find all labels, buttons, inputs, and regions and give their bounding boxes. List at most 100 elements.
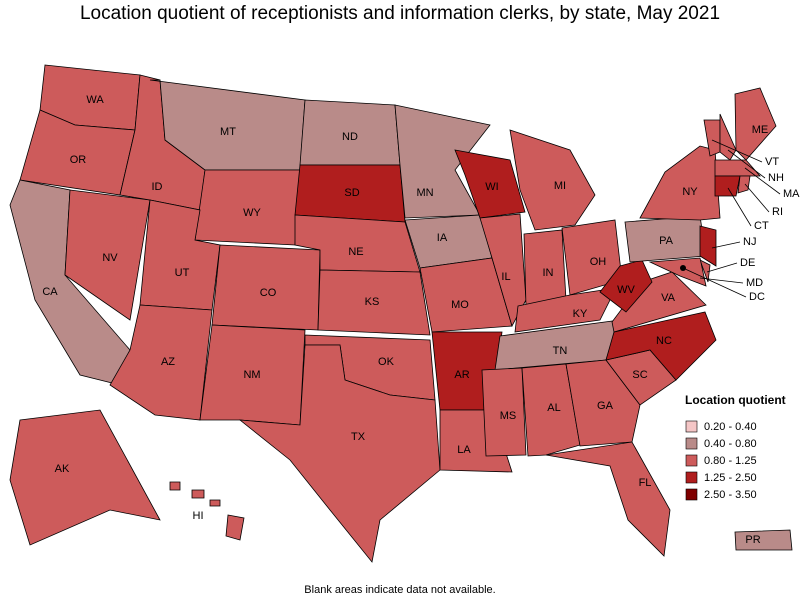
state-label: CA <box>42 286 58 298</box>
state-region <box>191 489 205 499</box>
state-label: MN <box>416 187 433 199</box>
state-label: ME <box>752 124 769 136</box>
state-label: NH <box>768 172 784 184</box>
state-label: WV <box>617 284 635 296</box>
state-region <box>648 257 707 287</box>
state-region <box>514 287 617 333</box>
state-region <box>737 175 751 194</box>
state-label: OR <box>70 154 87 166</box>
state-label: WA <box>86 94 104 106</box>
state-label: AZ <box>161 356 175 368</box>
state-label: AR <box>454 369 469 381</box>
state-label: MA <box>783 188 800 200</box>
state-label: SD <box>344 187 359 199</box>
state-label: MT <box>220 126 236 138</box>
state-region <box>719 113 737 161</box>
state-label: RI <box>772 206 783 218</box>
state-region <box>169 481 181 491</box>
legend-swatch <box>685 420 698 433</box>
state-label: MD <box>746 277 763 289</box>
state-label: NC <box>656 335 672 347</box>
state-label: UT <box>175 267 190 279</box>
state-region <box>509 129 596 231</box>
state-region <box>545 441 671 557</box>
state-label: MS <box>500 410 517 422</box>
state-region <box>639 145 721 221</box>
labels: WA OR CA NV ID MT WY UT AZ CO NM ND SD NE KS OK TX MN IA MO… <box>42 94 800 546</box>
state-label: TX <box>351 431 366 443</box>
state-region <box>521 363 581 457</box>
leader-line <box>711 241 741 249</box>
state-label: WI <box>485 181 498 193</box>
state-label: MO <box>451 299 469 311</box>
state-label: AL <box>547 402 560 414</box>
state-label: NE <box>348 246 363 258</box>
legend-label: 0.80 - 1.25 <box>704 455 757 467</box>
state-region <box>109 304 213 421</box>
state-label: IA <box>437 232 448 244</box>
state-label: LA <box>457 444 471 456</box>
state-label: PA <box>659 235 674 247</box>
state-label: VT <box>765 156 779 168</box>
state-label: VA <box>661 292 676 304</box>
state-label: CT <box>754 220 769 232</box>
state-region <box>599 259 653 313</box>
leader-line <box>744 167 781 195</box>
state-label: DC <box>749 291 765 303</box>
state-region <box>605 311 717 381</box>
note: Blank areas indicate data not available. <box>304 584 495 596</box>
state-label: FL <box>639 477 652 489</box>
state-region <box>565 359 641 447</box>
states <box>9 64 793 563</box>
legend-swatch <box>685 454 698 467</box>
state-region <box>64 189 151 321</box>
state-label: PR <box>745 534 760 546</box>
state-label: IL <box>501 271 510 283</box>
state-label: GA <box>597 400 614 412</box>
leader-line <box>727 149 766 179</box>
leader-line <box>682 267 747 298</box>
state-label: MI <box>554 180 566 192</box>
legend-title: Location quotient <box>685 393 786 407</box>
state-label: NY <box>682 186 698 198</box>
state-region <box>238 344 441 563</box>
state-label: KS <box>365 296 380 308</box>
state-label: SC <box>632 369 647 381</box>
map-title: Location quotient of receptionists and i… <box>80 3 720 24</box>
legend-swatch <box>685 488 698 501</box>
state-region <box>734 529 793 551</box>
state-label: HI <box>193 510 204 522</box>
leader-line <box>706 262 738 273</box>
state-region <box>225 514 245 541</box>
state-label: IN <box>543 267 554 279</box>
state-label: AK <box>55 463 70 475</box>
state-region <box>454 149 526 219</box>
state-region <box>209 499 221 507</box>
state-region <box>714 175 741 197</box>
legend-swatch <box>685 471 698 484</box>
legend-label: 0.40 - 0.80 <box>704 438 757 450</box>
legend-label: 1.25 - 2.50 <box>704 472 757 484</box>
legend-label: 2.50 - 3.50 <box>704 489 757 501</box>
state-region <box>481 367 527 457</box>
state-label: NJ <box>743 236 756 248</box>
state-label: KY <box>573 308 588 320</box>
legend-label: 0.20 - 0.40 <box>704 421 757 433</box>
state-label: TN <box>553 345 568 357</box>
state-label: CO <box>260 287 277 299</box>
state-label: ID <box>152 181 163 193</box>
leader-line <box>727 187 752 227</box>
state-label: OK <box>378 356 395 368</box>
state-region <box>699 225 717 267</box>
leader-line <box>711 139 763 163</box>
leader-line <box>744 183 770 213</box>
state-region <box>734 87 777 161</box>
legend-swatch <box>685 437 698 450</box>
state-label: OH <box>590 256 607 268</box>
state-label: ND <box>342 131 358 143</box>
state-label: NM <box>243 369 260 381</box>
state-region <box>714 159 761 177</box>
state-label: WY <box>243 207 261 219</box>
state-label: DE <box>740 257 755 269</box>
